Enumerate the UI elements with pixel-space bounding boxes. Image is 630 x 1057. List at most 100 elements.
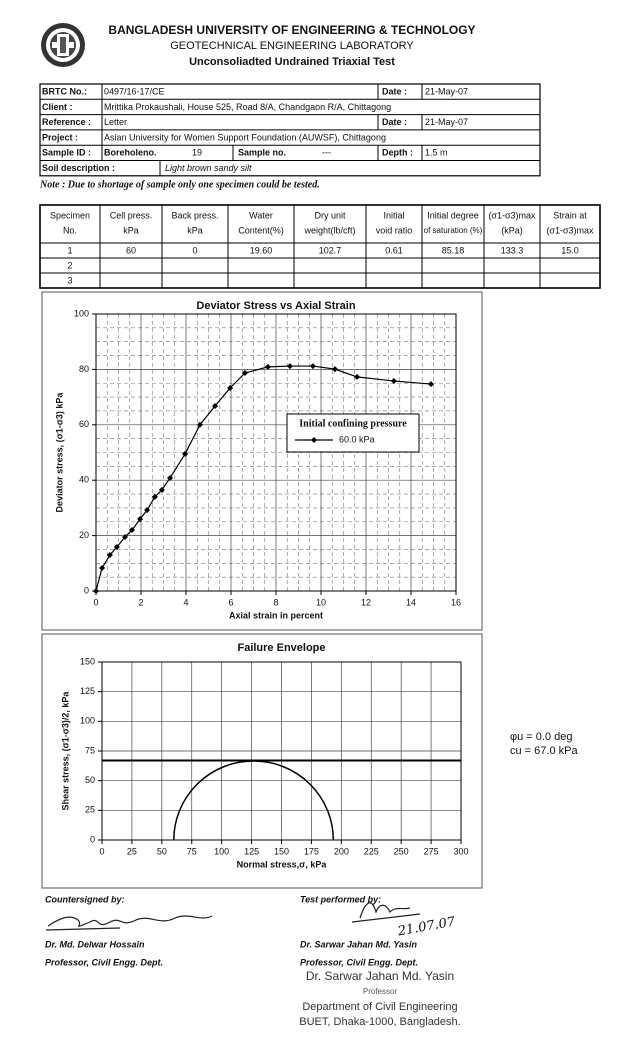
info-cell: Asian University for Women Support Found… bbox=[104, 132, 386, 142]
x-tick-label: 225 bbox=[364, 846, 379, 856]
table-header: Water bbox=[249, 210, 273, 220]
stamp-line: Department of Civil Engineering bbox=[302, 1001, 457, 1013]
table-header: of saturation (%) bbox=[424, 226, 483, 235]
table-cell: 15.0 bbox=[561, 245, 579, 255]
data-point bbox=[390, 378, 397, 385]
signer-name: Dr. Md. Delwar Hossain bbox=[45, 939, 145, 949]
plot-border bbox=[95, 313, 457, 592]
y-axis-label: Shear stress, (σ1-σ3)/2, kPa bbox=[60, 691, 70, 811]
info-cell: 21-May-07 bbox=[425, 87, 468, 97]
x-tick-label: 150 bbox=[274, 846, 289, 856]
table-header: kPa bbox=[187, 225, 203, 235]
x-tick-label: 25 bbox=[127, 846, 137, 856]
stamp-line: BUET, Dhaka-1000, Bangladesh. bbox=[299, 1016, 460, 1028]
table-header: No. bbox=[63, 225, 77, 235]
x-tick-label: 275 bbox=[424, 846, 439, 856]
x-tick-label: 0 bbox=[99, 846, 104, 856]
table-cell: 1 bbox=[67, 245, 72, 255]
y-tick-label: 150 bbox=[80, 656, 95, 666]
stamp-line: Professor bbox=[363, 987, 398, 996]
y-tick-label: 25 bbox=[85, 805, 95, 815]
table-header: weight(lb/cft) bbox=[303, 225, 355, 235]
info-cell: Reference : bbox=[42, 117, 91, 127]
info-cell: Date : bbox=[382, 87, 407, 97]
data-point bbox=[182, 450, 189, 457]
info-cell: --- bbox=[322, 148, 331, 158]
x-tick-label: 4 bbox=[183, 597, 188, 607]
test-title: Unconsoliadted Undrained Triaxial Test bbox=[189, 56, 395, 68]
sign-heading: Test performed by: bbox=[300, 894, 381, 904]
info-cell: Letter bbox=[104, 117, 127, 127]
y-tick-label: 100 bbox=[74, 308, 89, 318]
y-tick-label: 20 bbox=[79, 530, 89, 540]
data-point bbox=[106, 551, 113, 558]
table-cell: 0.61 bbox=[385, 245, 403, 255]
x-tick-label: 200 bbox=[334, 846, 349, 856]
info-cell: Boreholeno. bbox=[104, 148, 157, 158]
x-tick-label: 50 bbox=[157, 846, 167, 856]
data-point bbox=[227, 384, 234, 391]
logo bbox=[41, 23, 85, 67]
signer-name: Dr. Sarwar Jahan Md. Yasin bbox=[300, 939, 418, 949]
data-point bbox=[93, 588, 99, 594]
data-point bbox=[144, 507, 151, 514]
info-cell: 0497/16-17/CE bbox=[104, 87, 165, 97]
data-point bbox=[167, 474, 174, 481]
info-cell: Client : bbox=[42, 102, 73, 112]
table-header: Strain at bbox=[553, 210, 587, 220]
x-tick-label: 175 bbox=[304, 846, 319, 856]
x-tick-label: 8 bbox=[273, 597, 278, 607]
chart-title: Failure Envelope bbox=[237, 642, 325, 654]
chart-title: Deviator Stress vs Axial Strain bbox=[196, 300, 355, 312]
x-tick-label: 250 bbox=[394, 846, 409, 856]
data-point bbox=[264, 363, 271, 370]
y-tick-label: 0 bbox=[90, 834, 95, 844]
data-point bbox=[129, 527, 135, 534]
stamp-line: Dr. Sarwar Jahan Md. Yasin bbox=[306, 969, 454, 983]
chart-panel bbox=[41, 633, 483, 889]
table-cell: 0 bbox=[192, 245, 197, 255]
x-tick-label: 14 bbox=[406, 597, 416, 607]
info-cell: Soil description : bbox=[42, 163, 115, 173]
plot-border bbox=[101, 661, 462, 841]
table-cell: 3 bbox=[67, 275, 72, 285]
legend bbox=[286, 413, 420, 453]
info-cell: Mrittika Prokaushali, House 525, Road 8/… bbox=[104, 102, 391, 112]
data-point bbox=[331, 366, 338, 373]
y-tick-label: 0 bbox=[84, 585, 89, 595]
table-header: Cell press. bbox=[110, 210, 153, 220]
table-header: Initial bbox=[383, 210, 404, 220]
table-header: Content(%) bbox=[238, 225, 284, 235]
data-point bbox=[241, 370, 248, 377]
info-cell: BRTC No.: bbox=[42, 87, 87, 97]
x-tick-label: 16 bbox=[451, 597, 461, 607]
table-header: kPa bbox=[123, 225, 139, 235]
x-tick-label: 0 bbox=[93, 597, 98, 607]
data-point bbox=[99, 565, 106, 572]
laboratory: GEOTECHNICAL ENGINEERING LABORATORY bbox=[170, 40, 414, 52]
x-tick-label: 12 bbox=[361, 597, 371, 607]
info-cell: Light brown sandy silt bbox=[165, 163, 252, 173]
table-header: (σ1-σ3)max bbox=[488, 210, 536, 220]
table-cell: 85.18 bbox=[442, 245, 465, 255]
y-tick-label: 60 bbox=[79, 419, 89, 429]
data-point bbox=[212, 402, 219, 409]
data-point bbox=[122, 533, 129, 540]
chart-panel bbox=[41, 291, 483, 631]
x-tick-label: 300 bbox=[453, 846, 468, 856]
data-point bbox=[113, 543, 120, 550]
signer-title: Professor, Civil Engg. Dept. bbox=[45, 957, 163, 967]
table-cell: 133.3 bbox=[501, 245, 524, 255]
table-header: Specimen bbox=[50, 210, 90, 220]
data-point bbox=[196, 421, 203, 428]
data-point bbox=[151, 493, 158, 500]
info-cell: Depth : bbox=[382, 148, 413, 158]
note: Note : Due to shortage of sample only on… bbox=[39, 179, 320, 190]
x-tick-label: 6 bbox=[228, 597, 233, 607]
table-header: Back press. bbox=[171, 210, 218, 220]
annotation: cu = 67.0 kPa bbox=[510, 745, 578, 757]
table-header: Initial degree bbox=[427, 210, 479, 220]
info-cell: 1.5 m bbox=[425, 148, 448, 158]
sign-heading: Countersigned by: bbox=[45, 894, 125, 904]
table-header: void ratio bbox=[376, 225, 413, 235]
